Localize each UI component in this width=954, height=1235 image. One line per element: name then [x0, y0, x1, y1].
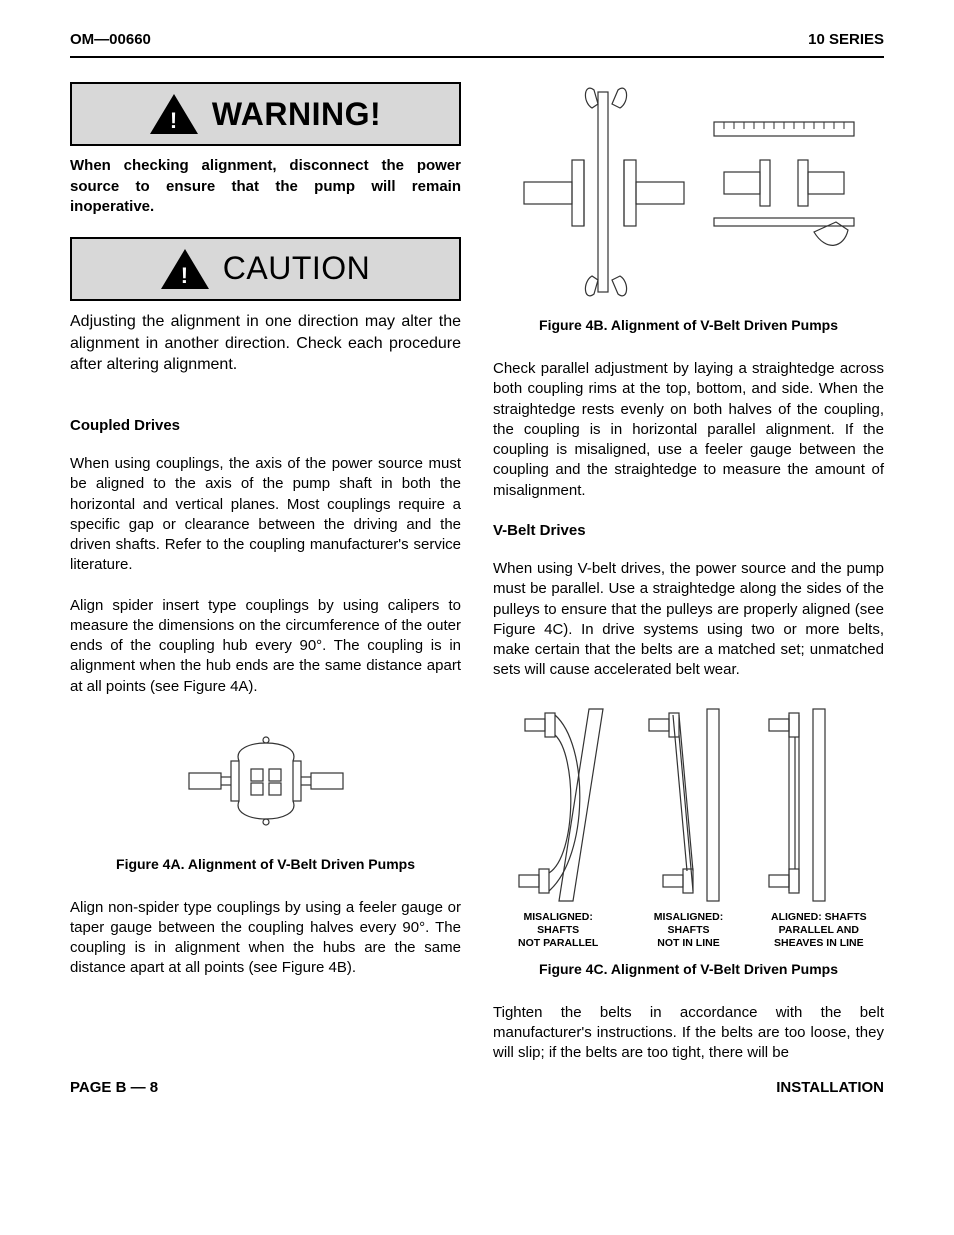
page-footer: PAGE B — 8 INSTALLATION — [70, 1078, 884, 1098]
figure-4c: MISALIGNED: SHAFTS NOT PARALLEL MISALIGN… — [493, 705, 884, 950]
figure-4c-caption: Figure 4C. Alignment of V-Belt Driven Pu… — [493, 960, 884, 979]
fig4c-label-3: ALIGNED: SHAFTS PARALLEL AND SHEAVES IN … — [754, 911, 884, 950]
figure-4a-caption: Figure 4A. Alignment of V-Belt Driven Pu… — [70, 855, 461, 874]
figure-4a-svg — [181, 721, 351, 841]
header-right: 10 SERIES — [808, 30, 884, 50]
footer-left: PAGE B — 8 — [70, 1078, 158, 1098]
left-column: WARNING! When checking alignment, discon… — [70, 82, 461, 1063]
coupled-p1: When using couplings, the axis of the po… — [70, 454, 461, 576]
warning-box: WARNING! — [70, 82, 461, 146]
figure-4c-labels: MISALIGNED: SHAFTS NOT PARALLEL MISALIGN… — [493, 911, 884, 950]
footer-right: INSTALLATION — [776, 1078, 884, 1098]
coupled-drives-heading: Coupled Drives — [70, 416, 461, 436]
right-column: Figure 4B. Alignment of V-Belt Driven Pu… — [493, 82, 884, 1063]
figure-4a — [70, 721, 461, 841]
check-parallel-p: Check parallel adjustment by laying a st… — [493, 359, 884, 501]
header-left: OM—00660 — [70, 30, 151, 50]
warning-text: When checking alignment, disconnect the … — [70, 156, 461, 217]
content-columns: WARNING! When checking alignment, discon… — [70, 82, 884, 1063]
page-header: OM—00660 10 SERIES — [70, 30, 884, 58]
coupled-p3: Align non-spider type couplings by using… — [70, 898, 461, 979]
figure-4b-caption: Figure 4B. Alignment of V-Belt Driven Pu… — [493, 316, 884, 335]
figure-4c-svg — [509, 705, 869, 905]
figure-4b-svg — [504, 82, 874, 302]
figure-4b — [493, 82, 884, 302]
warning-triangle-icon — [150, 94, 198, 134]
caution-box: CAUTION — [70, 237, 461, 301]
caution-label: CAUTION — [223, 247, 371, 290]
warning-label: WARNING! — [212, 93, 381, 136]
vbelt-p1: When using V-belt drives, the power sour… — [493, 559, 884, 681]
fig4c-label-1: MISALIGNED: SHAFTS NOT PARALLEL — [493, 911, 623, 950]
caution-text: Adjusting the alignment in one direction… — [70, 311, 461, 376]
fig4c-label-2: MISALIGNED: SHAFTS NOT IN LINE — [623, 911, 753, 950]
vbelt-p2: Tighten the belts in accordance with the… — [493, 1003, 884, 1064]
coupled-p2: Align spider insert type couplings by us… — [70, 596, 461, 697]
vbelt-heading: V-Belt Drives — [493, 521, 884, 541]
caution-triangle-icon — [161, 249, 209, 289]
